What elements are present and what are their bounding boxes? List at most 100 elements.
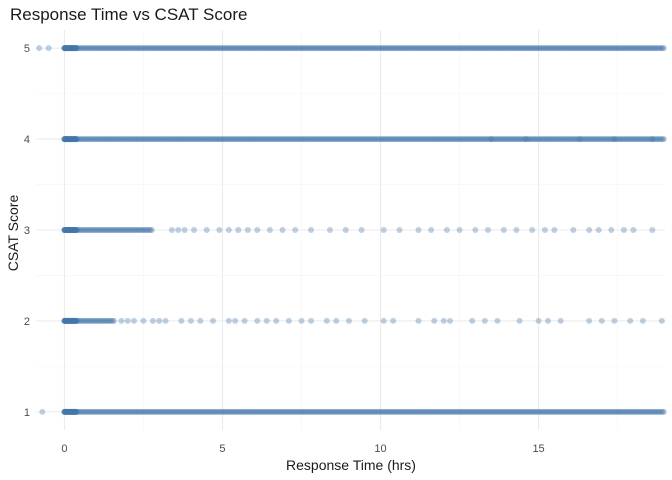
- data-point: [509, 136, 516, 143]
- data-point: [114, 136, 121, 143]
- data-point: [381, 136, 388, 143]
- data-point: [378, 136, 385, 143]
- data-point: [129, 136, 136, 143]
- data-point: [226, 45, 233, 52]
- data-point: [311, 136, 318, 143]
- data-point: [598, 408, 605, 415]
- data-point: [600, 45, 607, 52]
- data-point: [645, 408, 652, 415]
- data-point: [573, 136, 580, 143]
- data-point: [125, 45, 132, 52]
- data-point: [234, 136, 241, 143]
- data-point: [91, 136, 98, 143]
- data-point: [306, 136, 313, 143]
- data-point: [537, 408, 544, 415]
- data-point: [302, 408, 309, 415]
- data-point: [105, 136, 112, 143]
- data-point: [497, 45, 504, 52]
- y-axis-title: CSAT Score: [5, 195, 21, 272]
- data-point: [161, 136, 168, 143]
- data-point: [91, 317, 98, 324]
- data-point: [503, 136, 510, 143]
- data-point: [374, 136, 381, 143]
- data-point: [611, 136, 618, 143]
- data-point: [514, 408, 521, 415]
- data-point: [632, 45, 639, 52]
- data-point: [494, 317, 501, 324]
- data-point: [493, 408, 500, 415]
- data-point: [524, 45, 531, 52]
- data-point: [168, 227, 175, 233]
- data-point: [133, 408, 140, 415]
- data-point: [543, 45, 550, 52]
- data-point: [101, 408, 108, 415]
- data-point: [169, 408, 176, 415]
- data-point: [313, 136, 320, 143]
- data-point: [653, 408, 660, 415]
- data-point: [643, 408, 650, 415]
- data-point: [178, 317, 185, 324]
- data-point: [626, 408, 633, 415]
- data-point: [486, 136, 493, 143]
- data-point: [277, 408, 284, 415]
- data-point: [529, 136, 536, 143]
- data-point: [114, 408, 121, 415]
- data-point: [103, 45, 110, 52]
- data-point: [142, 408, 149, 415]
- data-point: [639, 136, 646, 143]
- data-point: [108, 136, 115, 143]
- data-point: [177, 136, 184, 143]
- data-point: [86, 136, 93, 143]
- data-point: [163, 408, 170, 415]
- data-point: [630, 408, 637, 415]
- data-point: [594, 408, 601, 415]
- data-point: [131, 136, 138, 143]
- data-point: [481, 317, 488, 324]
- data-point: [402, 45, 409, 52]
- data-point: [410, 45, 417, 52]
- data-point: [124, 136, 131, 143]
- data-point: [590, 45, 597, 52]
- data-point: [167, 45, 174, 52]
- data-point: [399, 136, 406, 143]
- data-point: [565, 136, 572, 143]
- data-point: [443, 227, 450, 233]
- data-point: [148, 45, 155, 52]
- data-point: [345, 136, 352, 143]
- data-point: [262, 408, 269, 415]
- data-point: [361, 136, 368, 143]
- data-point: [541, 45, 548, 52]
- data-point: [582, 408, 589, 415]
- data-point: [429, 136, 436, 143]
- data-point: [120, 45, 127, 52]
- data-point: [326, 45, 333, 52]
- data-point: [607, 45, 614, 52]
- data-point: [545, 136, 552, 143]
- data-point: [307, 317, 314, 324]
- data-point: [234, 45, 241, 52]
- data-point: [351, 45, 358, 52]
- data-point: [127, 227, 134, 233]
- data-point: [97, 136, 104, 143]
- data-point: [615, 408, 622, 415]
- data-point: [569, 45, 576, 52]
- data-point: [330, 408, 337, 415]
- data-point: [139, 136, 146, 143]
- data-point: [592, 136, 599, 143]
- data-point: [571, 136, 578, 143]
- data-point: [141, 136, 148, 143]
- data-point: [564, 408, 571, 415]
- data-point: [192, 45, 199, 52]
- data-point: [541, 227, 548, 233]
- data-point: [279, 227, 286, 233]
- data-point: [478, 45, 485, 52]
- data-point: [302, 45, 309, 52]
- data-point: [173, 45, 180, 52]
- data-point: [344, 45, 351, 52]
- data-point: [428, 227, 435, 233]
- data-point: [557, 317, 564, 324]
- data-point: [99, 408, 106, 415]
- data-point: [402, 136, 409, 143]
- data-point: [641, 136, 648, 143]
- data-point: [80, 227, 87, 233]
